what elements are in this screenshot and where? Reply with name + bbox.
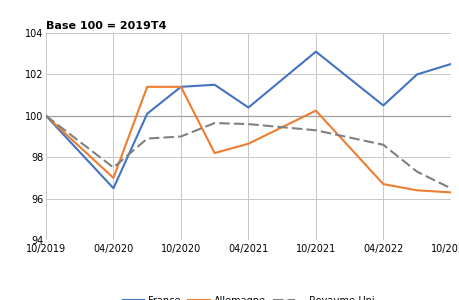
Text: Base 100 = 2019T4: Base 100 = 2019T4 — [46, 21, 166, 31]
Royaume-Uni — [144, 137, 150, 140]
Royaume-Uni — [212, 121, 217, 125]
Royaume-Uni — [245, 122, 251, 126]
France — [447, 62, 453, 66]
Allemagne — [447, 190, 453, 194]
Allemagne — [212, 151, 217, 155]
France — [313, 50, 318, 53]
Allemagne — [313, 109, 318, 112]
France — [414, 73, 419, 76]
France — [380, 103, 385, 107]
Royaume-Uni — [43, 114, 49, 118]
France — [212, 83, 217, 86]
Allemagne — [178, 85, 183, 88]
Royaume-Uni — [414, 170, 419, 173]
France — [178, 85, 183, 88]
France — [111, 186, 116, 190]
France — [144, 112, 150, 116]
France — [245, 106, 251, 109]
Royaume-Uni — [111, 166, 116, 169]
Allemagne — [144, 85, 150, 88]
Royaume-Uni — [447, 186, 453, 190]
Line: France: France — [46, 52, 450, 188]
Allemagne — [43, 114, 49, 118]
Line: Royaume-Uni: Royaume-Uni — [46, 116, 450, 188]
Allemagne — [380, 182, 385, 186]
Legend: France, Allemagne, - -Royaume-Uni: France, Allemagne, - -Royaume-Uni — [118, 292, 377, 300]
Line: Allemagne: Allemagne — [46, 87, 450, 192]
Allemagne — [111, 176, 116, 180]
Allemagne — [245, 142, 251, 146]
Royaume-Uni — [313, 128, 318, 132]
Royaume-Uni — [380, 143, 385, 147]
France — [43, 114, 49, 118]
Royaume-Uni — [178, 135, 183, 138]
Allemagne — [414, 188, 419, 192]
